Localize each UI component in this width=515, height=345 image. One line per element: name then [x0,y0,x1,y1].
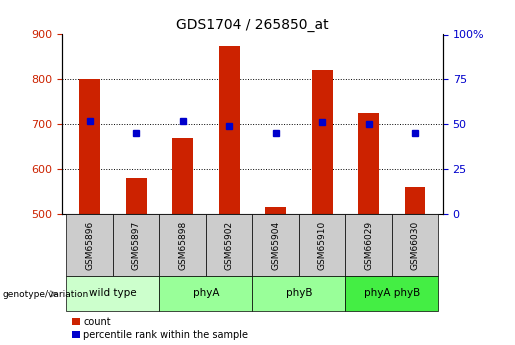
Text: GSM66029: GSM66029 [364,220,373,269]
Text: phyB: phyB [286,288,312,298]
Bar [172,138,193,214]
Bar [345,214,392,276]
Bar [66,214,113,276]
Text: genotype/variation: genotype/variation [3,290,89,299]
Text: GSM65902: GSM65902 [225,220,234,269]
Bar [405,187,425,214]
Bar [113,214,160,276]
Bar [265,207,286,214]
Text: wild type: wild type [89,288,137,298]
Text: phyA: phyA [193,288,219,298]
Bar [79,79,100,214]
Text: GSM65896: GSM65896 [85,220,94,269]
Text: GSM66030: GSM66030 [410,220,420,269]
Text: GSM65910: GSM65910 [318,220,327,269]
Bar [392,214,438,276]
Bar [312,70,333,214]
Text: GSM65904: GSM65904 [271,220,280,269]
Text: GSM65898: GSM65898 [178,220,187,269]
Title: GDS1704 / 265850_at: GDS1704 / 265850_at [176,18,329,32]
Text: phyA phyB: phyA phyB [364,288,420,298]
Bar [252,214,299,276]
Bar [345,276,438,310]
Bar [160,276,252,310]
Bar [252,276,345,310]
Bar [299,214,345,276]
Bar [160,214,206,276]
Bar [126,178,147,214]
Bar [66,276,160,310]
Bar [358,113,379,214]
Bar [206,214,252,276]
Legend: count, percentile rank within the sample: count, percentile rank within the sample [72,317,248,340]
Bar [219,46,239,214]
Text: GSM65897: GSM65897 [132,220,141,269]
